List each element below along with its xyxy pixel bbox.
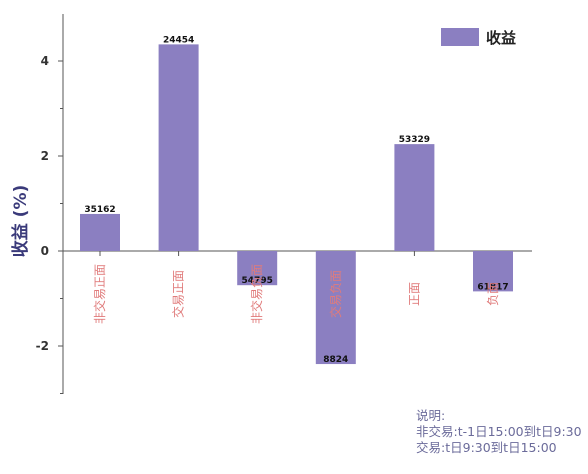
y-tick-label: 0: [41, 244, 49, 258]
y-axis-label: 收益 (%): [10, 185, 31, 258]
bar: [473, 251, 513, 292]
chart-note: 说明: 非交易:t-1日15:00到t日9:30 交易:t日9:30到t日15:…: [416, 408, 582, 456]
legend-label: 收益: [486, 29, 516, 47]
chart-legend: 收益: [441, 28, 516, 47]
bar: [315, 251, 356, 365]
category-label: 交易负面: [328, 270, 343, 318]
bar: [80, 213, 120, 251]
bar: [237, 251, 278, 286]
data-label: 24454: [163, 35, 194, 45]
y-tick-label: -2: [36, 339, 49, 353]
data-label: 54795: [242, 276, 273, 286]
chart-axes: -2 0 2 4 收益 (%): [10, 14, 532, 394]
category-label: 正面: [407, 282, 421, 306]
data-label: 53329: [399, 135, 430, 145]
data-label: 8824: [323, 355, 348, 365]
y-tick-label: 2: [41, 149, 49, 163]
category-label: 交易正面: [171, 270, 186, 318]
bar: [394, 144, 435, 251]
note-line-trading: 交易:t日9:30到t日15:00: [416, 440, 557, 455]
legend-swatch: [441, 28, 479, 46]
note-title: 说明:: [416, 408, 446, 423]
category-label: 非交易负面: [249, 264, 264, 324]
chart-bars: [80, 44, 513, 365]
data-label: 35162: [84, 205, 115, 215]
category-label: 负面: [486, 282, 500, 306]
data-label: 61817: [477, 282, 508, 292]
category-label: 非交易正面: [92, 264, 107, 324]
note-line-non-trading: 非交易:t-1日15:00到t日9:30: [416, 424, 582, 439]
bar: [158, 44, 199, 251]
y-tick-label: 4: [41, 54, 49, 68]
